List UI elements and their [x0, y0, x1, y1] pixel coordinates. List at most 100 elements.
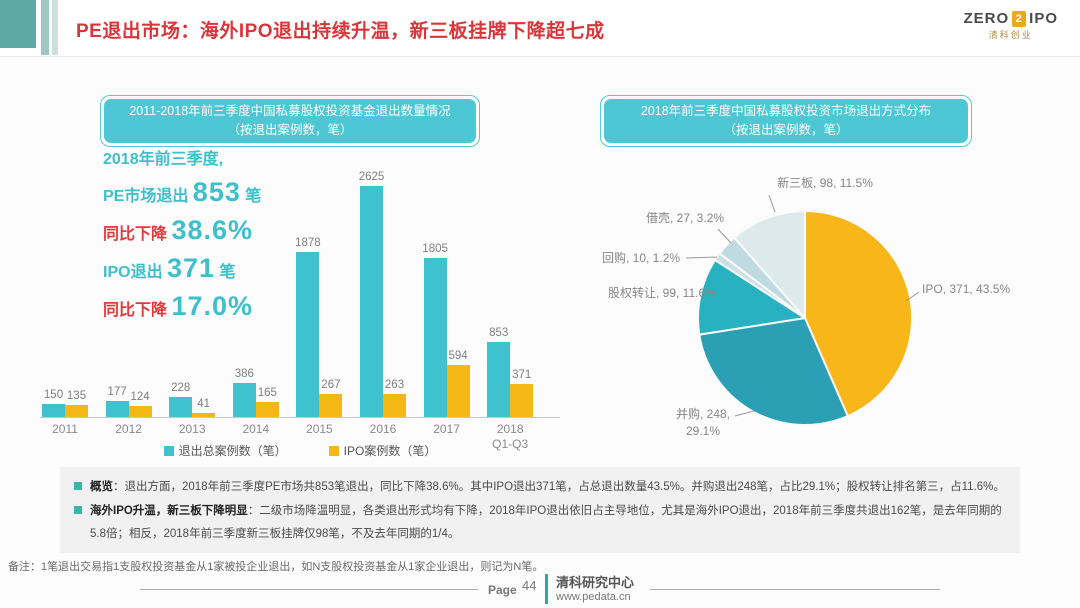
legend-item: IPO案例数（笔）: [328, 442, 437, 459]
summary-item-2: 海外IPO升温，新三板下降明显：二级市场降温明显，各类退出形式均有下降，2018…: [74, 500, 1006, 545]
bar-ipo-2012: [128, 406, 152, 417]
pie-slice-新三板: [733, 210, 806, 319]
bar-chart-title-line2: （按退出案例数，笔）: [227, 122, 353, 137]
zero2ipo-logo: ZERO 2 IPO 清科创业: [963, 10, 1058, 41]
bar-total-2016: [360, 186, 383, 417]
x-axis-line: [40, 417, 560, 418]
bar-ipo-2018: [510, 384, 534, 417]
accent-square: [0, 0, 36, 48]
logo-zero: ZERO: [963, 10, 1010, 27]
bar-chart-title-box: 2011-2018年前三季度中国私募股权投资基金退出数量情况 （按退出案例数，笔…: [100, 95, 480, 147]
bar-chart-title-line1: 2011-2018年前三季度中国私募股权投资基金退出数量情况: [129, 104, 451, 118]
footer-rule-right: [650, 589, 940, 590]
bar-ipo-2013: [192, 413, 216, 417]
anno-period: 2018年前三季度,: [103, 151, 224, 168]
anno-pe-value: 853: [192, 177, 241, 207]
bar-chart: 150 135 2011 177 124 2012 228 41 2013 386 165 2014 1…: [40, 150, 560, 470]
logo-2-icon: 2: [1012, 10, 1027, 27]
bar-value-label: 150: [43, 388, 64, 401]
legend-swatch-icon: [163, 445, 174, 456]
bar-value-label: 135: [66, 390, 87, 403]
bar-ipo-2017: [446, 364, 470, 417]
summary-1-lead: 概览: [90, 481, 113, 493]
pie-leader-line: [685, 256, 718, 259]
anno-down2-value: 17.0%: [171, 291, 254, 321]
x-axis-label: 2015: [306, 422, 333, 436]
footer-page-number: 44: [522, 578, 537, 593]
bar-total-2011: [42, 403, 65, 417]
bar-ipo-2014: [255, 402, 279, 417]
bar-value-label: 165: [257, 387, 277, 400]
x-axis-label: 2016: [369, 422, 397, 436]
bar-value-label: 228: [171, 381, 191, 394]
summary-2-text: ：二级市场降温明显，各类退出形式均有下降，2018年IPO退出依旧占主导地位，尤…: [90, 505, 1002, 540]
bar-value-label: 267: [321, 378, 341, 391]
bar-legend: 退出总案例数（笔） IPO案例数（笔）: [40, 442, 560, 459]
pie-leader-line: [734, 410, 755, 417]
pie-chart-title-line1: 2018年前三季度中国私募股权投资市场退出方式分布: [640, 104, 932, 118]
legend-label: IPO案例数（笔）: [343, 444, 437, 458]
accent-stripe-2: [52, 0, 58, 55]
anno-pe-label: PE市场退出: [103, 188, 193, 205]
pie-chart: IPO, 371, 43.5% 并购, 248, 29.1% 股权转让, 99, 11…: [600, 150, 1020, 460]
key-figures-annotation: 2018年前三季度, PE市场退出 853 笔 同比下降 38.6% IPO退出…: [103, 152, 261, 331]
bar-value-label: 1878: [295, 236, 321, 249]
bar-value-label: 594: [448, 349, 468, 362]
legend-swatch-icon: [328, 445, 339, 456]
pie-leader-line: [768, 194, 776, 213]
bar-value-label: 41: [197, 398, 211, 411]
anno-pe-unit: 笔: [240, 188, 262, 205]
bar-value-label: 386: [234, 368, 254, 381]
pie-slice-股权转让: [697, 259, 806, 336]
pie-leader-line: [905, 291, 920, 302]
footnote: 备注：1笔退出交易指1支股权投资基金从1家被投企业退出，如N支股权投资基金从1家…: [8, 561, 544, 573]
bar-value-label: 124: [130, 391, 150, 404]
pie-label-新三板: 新三板, 98, 11.5%: [777, 175, 873, 190]
legend-item: 退出总案例数（笔）: [163, 442, 287, 459]
page-title: PE退出市场：海外IPO退出持续升温，新三板挂牌下降超七成: [76, 21, 605, 42]
anno-down1-label: 同比下降: [103, 226, 172, 243]
bar-ipo-2016: [383, 393, 406, 417]
bar-ipo-2015: [319, 393, 343, 417]
logo-subtitle: 清科创业: [988, 30, 1033, 40]
footer-divider: [545, 574, 548, 604]
pie-label-借壳: 借壳, 27, 3.2%: [646, 211, 724, 225]
anno-down2-label: 同比下降: [103, 302, 172, 319]
pie-chart-title-box: 2018年前三季度中国私募股权投资市场退出方式分布 （按退出案例数，笔）: [600, 95, 972, 147]
pie-slice-并购: [698, 317, 849, 427]
pie-label-IPO: IPO, 371, 43.5%: [922, 282, 1010, 296]
x-axis-label: 2011: [52, 422, 78, 436]
footer-rule-left: [140, 589, 478, 590]
anno-ipo-unit: 笔: [215, 264, 236, 281]
summary-2-lead: 海外IPO升温，新三板下降明显: [90, 505, 248, 518]
pie-slice-IPO: [804, 210, 914, 418]
bar-total-2014: [232, 383, 256, 417]
bar-value-label: 177: [107, 386, 127, 399]
pie-label-并购: 29.1%: [686, 424, 720, 438]
bar-ipo-2011: [65, 405, 88, 417]
anno-ipo-value: 371: [167, 253, 216, 283]
bar-total-2012: [105, 401, 129, 417]
summary-box: 概览：退出方面，2018年前三季度PE市场共853笔退出，同比下降38.6%。其…: [60, 467, 1020, 553]
bar-value-label: 2625: [358, 171, 385, 183]
accent-stripe-1: [41, 0, 49, 55]
logo-ipo: IPO: [1029, 10, 1058, 27]
bar-total-2017: [423, 258, 447, 417]
bar-total-2015: [296, 251, 320, 417]
bar-total-2018: [487, 341, 511, 417]
bar-total-2013: [169, 396, 193, 417]
anno-ipo-label: IPO退出: [103, 264, 168, 281]
summary-1-text: ：退出方面，2018年前三季度PE市场共853笔退出，同比下降38.6%。其中I…: [113, 481, 1005, 493]
footer-org-name: 清科研究中心: [556, 575, 635, 590]
x-axis-label: 2012: [115, 422, 142, 436]
x-axis-label: 2018 Q1-Q3: [492, 422, 529, 451]
bar-value-label: 371: [512, 369, 532, 382]
pie-label-股权转让: 股权转让, 99, 11.6%: [608, 285, 716, 300]
anno-down1-value: 38.6%: [171, 215, 254, 245]
pie-svg: IPO, 371, 43.5% 并购, 248, 29.1% 股权转让, 99, 11…: [602, 175, 1010, 438]
header-bar: PE退出市场：海外IPO退出持续升温，新三板挂牌下降超七成 ZERO 2 IPO…: [0, 0, 1080, 57]
pie-chart-title-line2: （按退出案例数，笔）: [723, 122, 849, 137]
legend-label: 退出总案例数（笔）: [178, 444, 287, 458]
summary-item-1: 概览：退出方面，2018年前三季度PE市场共853笔退出，同比下降38.6%。其…: [74, 476, 1006, 498]
